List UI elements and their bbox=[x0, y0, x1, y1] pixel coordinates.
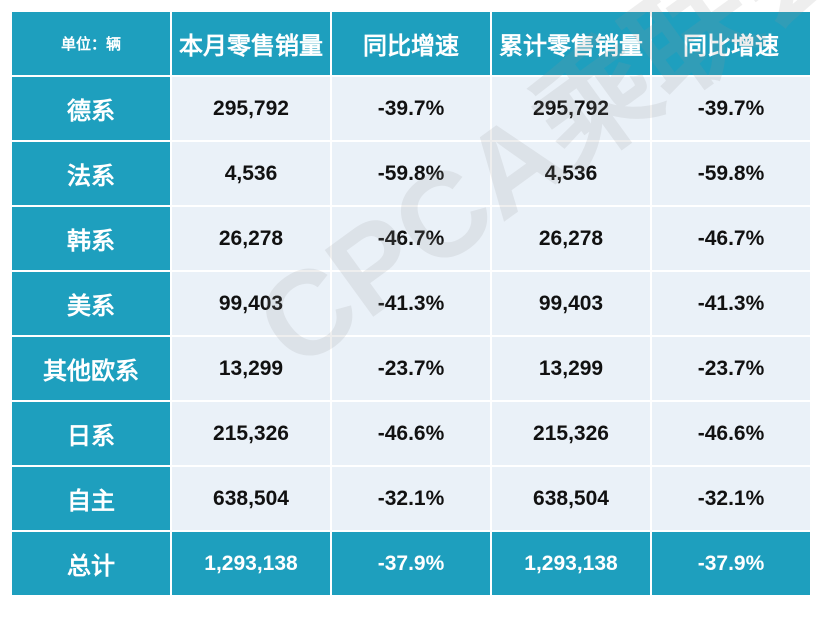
table-cell: -46.6% bbox=[332, 402, 490, 465]
table-cell: 99,403 bbox=[172, 272, 330, 335]
table-cell: -32.1% bbox=[652, 467, 810, 530]
table-cell: -32.1% bbox=[332, 467, 490, 530]
sales-table: 单位：辆 本月零售销量 同比增速 累计零售销量 同比增速 德系 295,792 … bbox=[12, 12, 810, 595]
table-cell: 295,792 bbox=[492, 77, 650, 140]
total-cell: 1,293,138 bbox=[492, 532, 650, 595]
total-cell: -37.9% bbox=[652, 532, 810, 595]
row-label: 法系 bbox=[12, 142, 170, 205]
table-cell: -41.3% bbox=[652, 272, 810, 335]
table-cell: 4,536 bbox=[492, 142, 650, 205]
row-label: 美系 bbox=[12, 272, 170, 335]
row-label: 韩系 bbox=[12, 207, 170, 270]
table-cell: -46.7% bbox=[652, 207, 810, 270]
table-cell: 215,326 bbox=[492, 402, 650, 465]
table-cell: -39.7% bbox=[652, 77, 810, 140]
table-cell: 13,299 bbox=[172, 337, 330, 400]
table-cell: 215,326 bbox=[172, 402, 330, 465]
table-cell: 13,299 bbox=[492, 337, 650, 400]
row-label: 德系 bbox=[12, 77, 170, 140]
table-cell: -59.8% bbox=[332, 142, 490, 205]
table-cell: -46.6% bbox=[652, 402, 810, 465]
table-cell: 4,536 bbox=[172, 142, 330, 205]
total-label: 总计 bbox=[12, 532, 170, 595]
table-cell: 295,792 bbox=[172, 77, 330, 140]
total-cell: -37.9% bbox=[332, 532, 490, 595]
header-cumulative-yoy: 同比增速 bbox=[652, 12, 810, 75]
table-cell: -41.3% bbox=[332, 272, 490, 335]
table-cell: -46.7% bbox=[332, 207, 490, 270]
header-monthly-yoy: 同比增速 bbox=[332, 12, 490, 75]
table-cell: 638,504 bbox=[172, 467, 330, 530]
row-label: 其他欧系 bbox=[12, 337, 170, 400]
total-cell: 1,293,138 bbox=[172, 532, 330, 595]
table-cell: -23.7% bbox=[652, 337, 810, 400]
table-cell: 26,278 bbox=[172, 207, 330, 270]
table-cell: -39.7% bbox=[332, 77, 490, 140]
table-cell: 99,403 bbox=[492, 272, 650, 335]
header-cumulative-sales: 累计零售销量 bbox=[492, 12, 650, 75]
table-cell: -59.8% bbox=[652, 142, 810, 205]
unit-label: 单位：辆 bbox=[12, 12, 170, 75]
row-label: 自主 bbox=[12, 467, 170, 530]
table-cell: 26,278 bbox=[492, 207, 650, 270]
table-cell: -23.7% bbox=[332, 337, 490, 400]
row-label: 日系 bbox=[12, 402, 170, 465]
header-monthly-sales: 本月零售销量 bbox=[172, 12, 330, 75]
table-cell: 638,504 bbox=[492, 467, 650, 530]
